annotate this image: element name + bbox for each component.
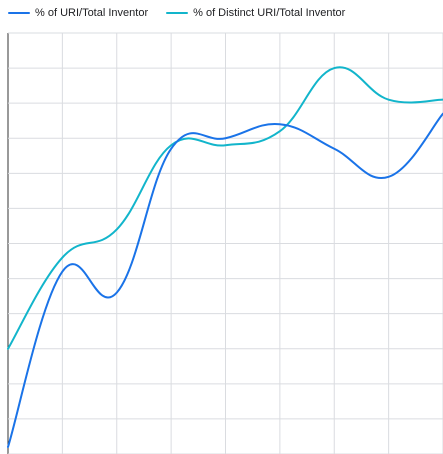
- series-line-uri[interactable]: [7, 112, 443, 448]
- legend-label-uri: % of URI/Total Inventor: [35, 7, 149, 19]
- legend-label-distinct-uri: % of Distinct URI/Total Inventor: [193, 7, 346, 19]
- legend-swatch-distinct-uri: [166, 12, 189, 14]
- legend-item-uri[interactable]: % of URI/Total Inventor: [8, 7, 148, 19]
- series-layer: [7, 66, 443, 448]
- grid: [7, 32, 443, 454]
- legend: % of URI/Total Inventor % of Distinct UR…: [8, 5, 363, 21]
- legend-swatch-uri: [8, 12, 30, 14]
- legend-item-distinct-uri[interactable]: % of Distinct URI/Total Inventor: [166, 7, 345, 19]
- series-line-distinct-uri[interactable]: [7, 66, 443, 350]
